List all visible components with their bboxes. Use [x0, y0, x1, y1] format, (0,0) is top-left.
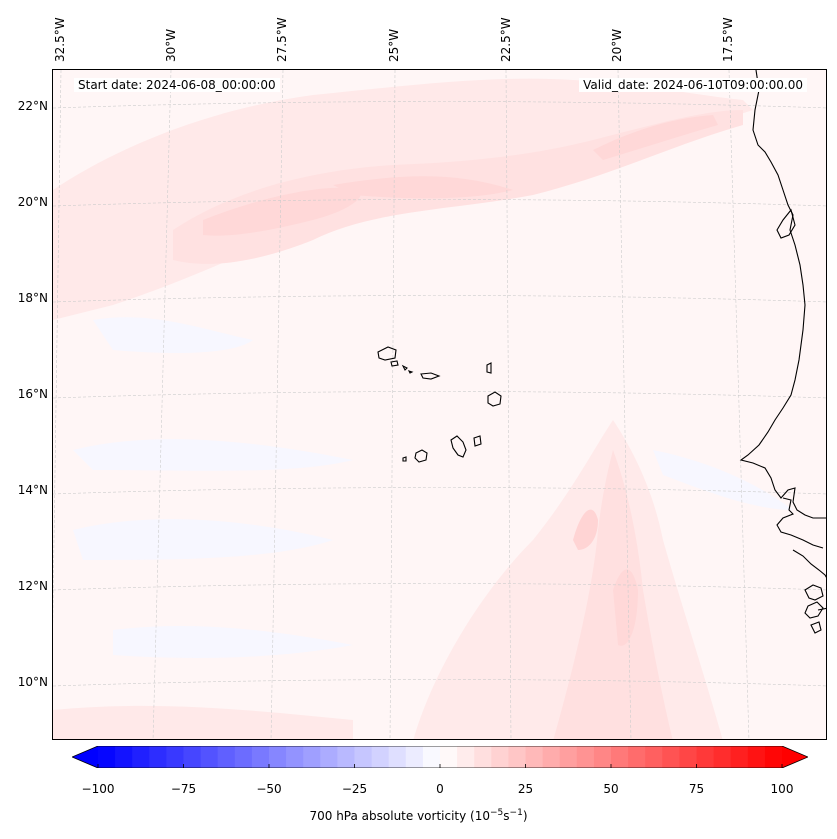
colorbar-segment	[200, 746, 219, 768]
colorbar-tick-label: 0	[436, 782, 444, 796]
africa-coastline	[739, 70, 826, 634]
colorbar-segment	[611, 746, 629, 768]
colorbar-segment	[269, 746, 287, 768]
longitude-label: 25°W	[387, 28, 401, 62]
longitude-label: 22.5°W	[499, 17, 513, 62]
latitude-label: 10°N	[17, 675, 48, 689]
colorbar	[72, 746, 808, 768]
colorbar-segment	[303, 746, 321, 768]
colorbar-segment	[628, 746, 646, 768]
colorbar-segment	[525, 746, 544, 768]
colorbar-max-extend	[782, 746, 808, 768]
colorbar-segment	[166, 746, 184, 768]
colorbar-segment	[491, 746, 509, 768]
longitude-label: 30°W	[164, 28, 178, 62]
vorticity-shading	[53, 78, 793, 739]
colorbar-segment	[286, 746, 304, 768]
latitude-label: 20°N	[17, 195, 48, 209]
valid-date-label: Valid_date: 2024-06-10T09:00:00.00	[579, 78, 807, 92]
colorbar-segment	[320, 746, 338, 768]
longitude-label: 20°W	[610, 28, 624, 62]
colorbar-tick-label: −25	[341, 782, 368, 796]
vorticity-map	[53, 70, 826, 739]
colorbar-segment	[388, 746, 407, 768]
map-panel	[52, 69, 827, 740]
colorbar-tick-label: −50	[256, 782, 282, 796]
colorbar-label: 700 hPa absolute vorticity (10−5s−1)	[309, 808, 528, 823]
latitude-label: 18°N	[17, 291, 48, 305]
colorbar-segment	[115, 746, 133, 768]
colorbar-min-extend	[72, 746, 98, 768]
colorbar-segment	[662, 746, 680, 768]
colorbar-segment	[576, 746, 595, 768]
latitude-label: 12°N	[17, 579, 48, 593]
colorbar-segment	[98, 746, 116, 768]
colorbar-segment	[422, 746, 441, 768]
colorbar-segment	[217, 746, 236, 768]
colorbar-segment	[696, 746, 715, 768]
colorbar-segment	[713, 746, 732, 768]
colorbar-segment	[559, 746, 578, 768]
cape-verde-islands	[377, 346, 502, 463]
colorbar-segment	[730, 746, 749, 768]
colorbar-segment	[747, 746, 766, 768]
longitude-label: 27.5°W	[275, 17, 289, 62]
colorbar-segment	[645, 746, 663, 768]
colorbar-tick-label: −75	[170, 782, 197, 796]
latitude-label: 22°N	[17, 99, 48, 113]
colorbar-segment	[764, 746, 783, 768]
colorbar-segment	[593, 746, 612, 768]
colorbar-tick-label: 75	[688, 782, 705, 796]
longitude-label: 17.5°W	[721, 17, 735, 62]
colorbar-segments	[72, 746, 808, 768]
colorbar-segment	[474, 746, 492, 768]
colorbar-segment	[679, 746, 697, 768]
graticule	[53, 70, 826, 739]
latitude-label: 14°N	[17, 483, 48, 497]
colorbar-segment	[132, 746, 150, 768]
colorbar-tick-label: 50	[603, 782, 619, 796]
colorbar-tick-label: 25	[517, 782, 534, 796]
latitude-label: 16°N	[17, 387, 48, 401]
start-date-label: Start date: 2024-06-08_00:00:00	[74, 78, 280, 92]
colorbar-segment	[337, 746, 355, 768]
colorbar-segment	[354, 746, 373, 768]
colorbar-segment	[149, 746, 167, 768]
longitude-label: 32.5°W	[53, 17, 67, 62]
colorbar-segment	[542, 746, 561, 768]
colorbar-segment	[405, 746, 424, 768]
colorbar-segment	[251, 746, 270, 768]
colorbar-tick-label: −100	[81, 782, 115, 796]
colorbar-segment	[371, 746, 390, 768]
colorbar-segment	[234, 746, 253, 768]
colorbar-segment	[508, 746, 526, 768]
colorbar-segment	[440, 746, 458, 768]
colorbar-tick-label: 100	[770, 782, 794, 796]
colorbar-segment	[183, 746, 202, 768]
colorbar-segment	[457, 746, 475, 768]
